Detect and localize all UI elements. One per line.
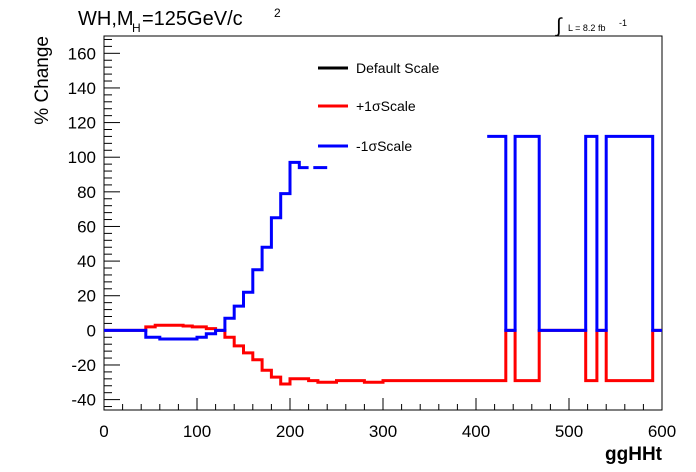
y-tick-label: 140 — [68, 79, 96, 98]
y-tick-label: 0 — [87, 321, 96, 340]
y-tick-label: -40 — [71, 391, 96, 410]
legend-label: +1σScale — [356, 98, 416, 114]
series-layer — [104, 134, 662, 386]
luminosity-label: ∫ L = 8.2 fb -1 — [555, 15, 627, 37]
legend-label: Default Scale — [356, 60, 439, 76]
x-tick-labels: 0 100 200 300 400 500 600 — [99, 422, 676, 441]
y-tick-label: 100 — [68, 148, 96, 167]
x-tick-label: 400 — [462, 422, 490, 441]
lumi-superscript: -1 — [619, 18, 627, 28]
series-line — [104, 323, 662, 386]
x-tick-label: 600 — [648, 422, 676, 441]
chart-title: WH,M H =125GeV/c 2 — [78, 6, 281, 35]
y-tick-label: 80 — [77, 183, 96, 202]
y-tick-label: 120 — [68, 114, 96, 133]
y-axis-title: % Change — [32, 36, 53, 125]
x-tick-label: 0 — [99, 422, 108, 441]
legend: Default Scale +1σScale -1σScale — [318, 60, 439, 154]
title-main: WH,M — [78, 8, 134, 30]
y-tick-label: 20 — [77, 287, 96, 306]
y-tick-label: 60 — [77, 217, 96, 236]
legend-label: -1σScale — [356, 138, 412, 154]
y-tick-label: 40 — [77, 252, 96, 271]
x-tick-label: 500 — [555, 422, 583, 441]
lumi-text: L = 8.2 fb — [568, 23, 605, 33]
series-line — [104, 160, 309, 341]
title-rest: =125GeV/c — [142, 8, 243, 30]
x-tick-label: 200 — [276, 422, 304, 441]
x-tick-label: 100 — [183, 422, 211, 441]
y-tick-label: 160 — [68, 44, 96, 63]
plot-frame — [103, 35, 663, 411]
integral-sign: ∫ — [555, 15, 563, 37]
title-superscript: 2 — [274, 6, 281, 20]
axis-ticks — [103, 38, 663, 410]
y-tick-label: -20 — [71, 356, 96, 375]
x-tick-label: 300 — [369, 422, 397, 441]
x-axis-title: ggHHt — [605, 444, 663, 465]
y-tick-labels: -40 -20 0 20 40 60 80 100 120 140 160 — [68, 44, 96, 409]
title-subscript: H — [132, 21, 141, 35]
series-line — [487, 134, 662, 332]
